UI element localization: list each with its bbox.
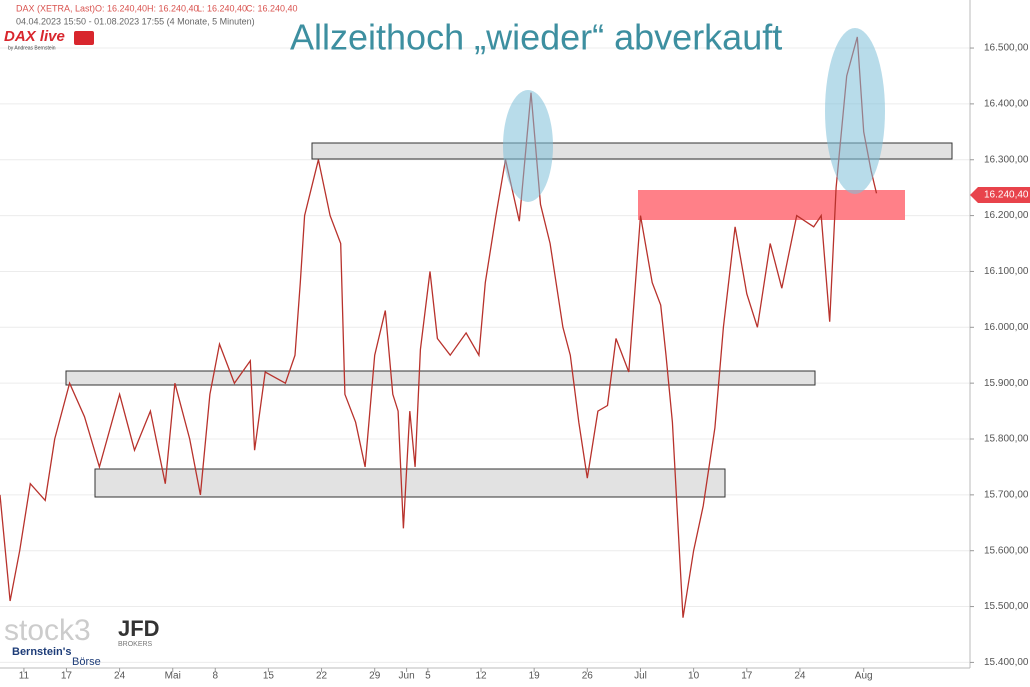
watermark-stock3: stock3 [4, 614, 91, 647]
highlight-ellipse [503, 90, 553, 202]
y-tick-label: 16.300,00 [984, 154, 1029, 165]
x-tick-label: 10 [688, 671, 700, 682]
last-price-label: 16.240,40 [984, 190, 1029, 201]
y-tick-label: 15.600,00 [984, 545, 1029, 556]
header-open: O: 16.240,40 [95, 3, 147, 13]
chart-title: Allzeithoch „wieder“ abverkauft [290, 17, 782, 58]
x-tick-label: 29 [369, 671, 381, 682]
x-tick-label: 17 [741, 671, 753, 682]
x-tick-label: Mai [165, 671, 181, 682]
header-period: 04.04.2023 15:50 - 01.08.2023 17:55 (4 M… [16, 16, 255, 26]
header-close: C: 16.240,40 [246, 3, 298, 13]
logo-sub: by Andreas Bernstein [8, 45, 56, 51]
x-tick-label: Jul [634, 671, 647, 682]
zone-box [94, 468, 726, 498]
header-low: L: 16.240,40 [197, 3, 247, 13]
zone-red [638, 190, 905, 220]
x-tick-label: 22 [316, 671, 328, 682]
x-tick-label: 19 [529, 671, 541, 682]
header-symbol: DAX (XETRA, Last) [16, 3, 95, 13]
logo: DAX live [4, 28, 65, 45]
zone-box [65, 370, 816, 386]
y-tick-label: 15.700,00 [984, 489, 1029, 500]
x-tick-label: 11 [19, 671, 30, 682]
watermark-brokers: BROKERS [118, 641, 153, 648]
y-tick-label: 16.400,00 [984, 99, 1029, 110]
logo-icon [74, 31, 94, 45]
y-tick-label: 16.200,00 [984, 210, 1029, 221]
watermark-bernstein: Bernstein's [12, 646, 71, 658]
x-tick-label: 24 [114, 671, 126, 682]
y-tick-label: 15.800,00 [984, 434, 1029, 445]
x-tick-label: 5 [425, 671, 431, 682]
x-tick-label: 12 [475, 671, 487, 682]
header-high: H: 16.240,40 [147, 3, 199, 13]
y-tick-label: 15.400,00 [984, 657, 1029, 668]
x-tick-label: 15 [263, 671, 275, 682]
grid [0, 47, 970, 663]
last-price-tag [970, 187, 1030, 203]
axes: 15.400,00 15.500,00 15.600,00 15.700,00 15.8… [19, 43, 1029, 682]
x-tick-label: 8 [212, 671, 218, 682]
y-tick-label: 15.500,00 [984, 601, 1029, 612]
x-tick-label: 17 [61, 671, 73, 682]
y-tick-label: 16.500,00 [984, 43, 1029, 54]
price-line [0, 36, 878, 618]
y-tick-label: 16.000,00 [984, 322, 1029, 333]
y-tick-label: 15.900,00 [984, 378, 1029, 389]
highlight-ellipse [825, 28, 885, 194]
x-tick-label: Jun [399, 671, 415, 682]
x-tick-label: 26 [582, 671, 594, 682]
zone-box [311, 142, 953, 160]
x-tick-label: 24 [794, 671, 806, 682]
watermark-jfd: JFD [118, 616, 160, 641]
plot [0, 36, 878, 618]
x-tick-label: Aug [855, 671, 873, 682]
watermark-boerse: Börse [72, 656, 101, 668]
y-tick-label: 16.100,00 [984, 266, 1029, 277]
